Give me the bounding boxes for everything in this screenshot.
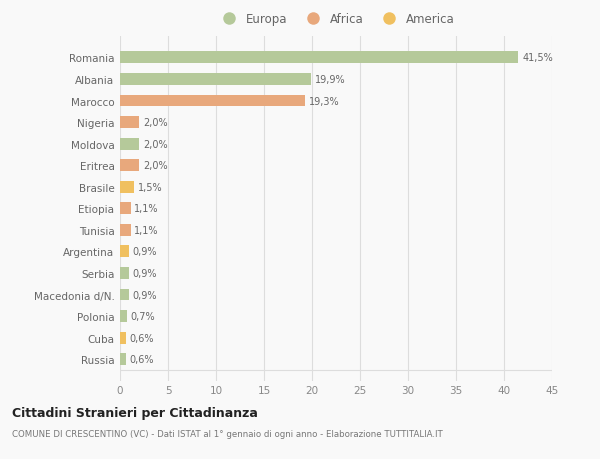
Bar bbox=[120, 160, 139, 172]
Bar bbox=[120, 310, 127, 322]
Bar bbox=[120, 224, 131, 236]
Bar bbox=[120, 139, 139, 150]
Text: 2,0%: 2,0% bbox=[143, 161, 167, 171]
Text: 2,0%: 2,0% bbox=[143, 140, 167, 149]
Bar bbox=[120, 117, 139, 129]
Bar bbox=[120, 95, 305, 107]
Text: 0,9%: 0,9% bbox=[133, 290, 157, 300]
Text: 0,9%: 0,9% bbox=[133, 247, 157, 257]
Text: 1,1%: 1,1% bbox=[134, 225, 159, 235]
Text: 2,0%: 2,0% bbox=[143, 118, 167, 128]
Bar bbox=[120, 268, 128, 279]
Text: 19,3%: 19,3% bbox=[309, 96, 340, 106]
Bar bbox=[120, 353, 126, 365]
Text: 0,6%: 0,6% bbox=[130, 354, 154, 364]
Text: 1,1%: 1,1% bbox=[134, 204, 159, 214]
Text: 19,9%: 19,9% bbox=[315, 75, 346, 85]
Text: Cittadini Stranieri per Cittadinanza: Cittadini Stranieri per Cittadinanza bbox=[12, 406, 258, 419]
Bar bbox=[120, 289, 128, 301]
Bar bbox=[120, 203, 131, 215]
Text: 1,5%: 1,5% bbox=[138, 182, 163, 192]
Bar bbox=[120, 181, 134, 193]
Bar bbox=[120, 246, 128, 258]
Bar bbox=[120, 52, 518, 64]
Bar bbox=[120, 74, 311, 86]
Text: 41,5%: 41,5% bbox=[522, 53, 553, 63]
Text: 0,9%: 0,9% bbox=[133, 269, 157, 278]
Text: COMUNE DI CRESCENTINO (VC) - Dati ISTAT al 1° gennaio di ogni anno - Elaborazion: COMUNE DI CRESCENTINO (VC) - Dati ISTAT … bbox=[12, 429, 443, 438]
Text: 0,7%: 0,7% bbox=[131, 311, 155, 321]
Legend: Europa, Africa, America: Europa, Africa, America bbox=[212, 8, 460, 31]
Bar bbox=[120, 332, 126, 344]
Text: 0,6%: 0,6% bbox=[130, 333, 154, 343]
